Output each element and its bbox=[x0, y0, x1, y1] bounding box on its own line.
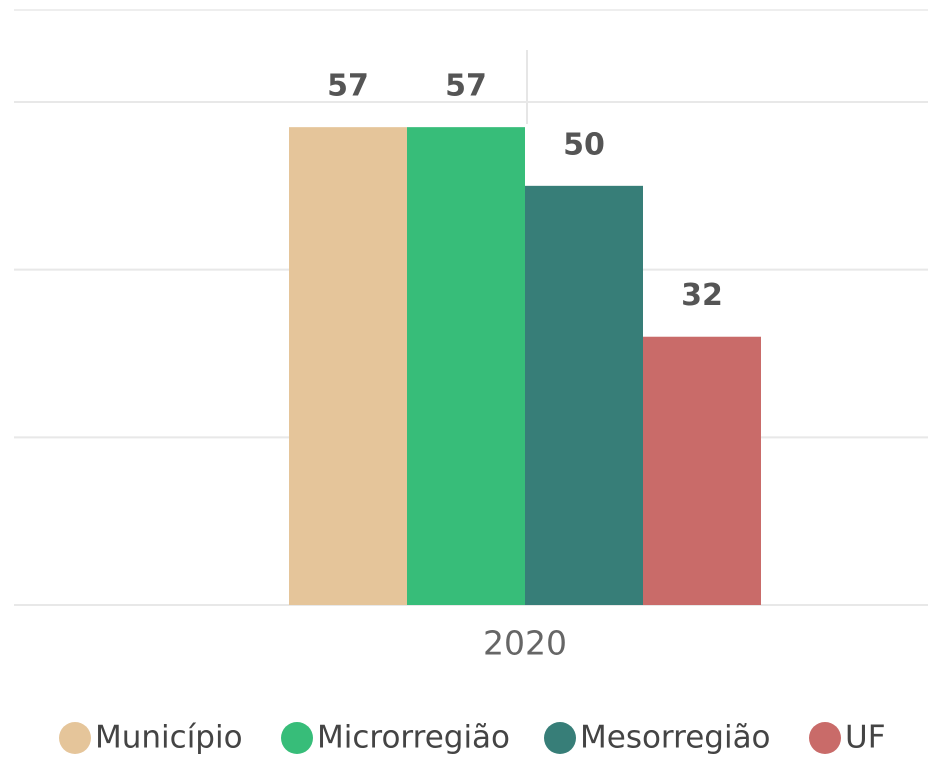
bar bbox=[407, 127, 525, 606]
legend-label: Município bbox=[95, 720, 243, 756]
bar bbox=[643, 336, 761, 605]
legend-marker bbox=[544, 722, 576, 754]
data-label: 50 bbox=[563, 127, 605, 162]
legend-label: Microrregião bbox=[317, 720, 510, 756]
data-label: 57 bbox=[327, 69, 369, 104]
legend-marker bbox=[809, 722, 841, 754]
legend-marker bbox=[59, 722, 91, 754]
data-label: 57 bbox=[445, 69, 487, 104]
bar bbox=[525, 185, 643, 606]
x-tick-label: 2020 bbox=[483, 624, 567, 663]
legend-marker bbox=[281, 722, 313, 754]
data-label: 32 bbox=[681, 278, 723, 313]
bar bbox=[289, 127, 407, 606]
legend-label: UF bbox=[845, 720, 886, 756]
legend-label: Mesorregião bbox=[580, 720, 771, 756]
